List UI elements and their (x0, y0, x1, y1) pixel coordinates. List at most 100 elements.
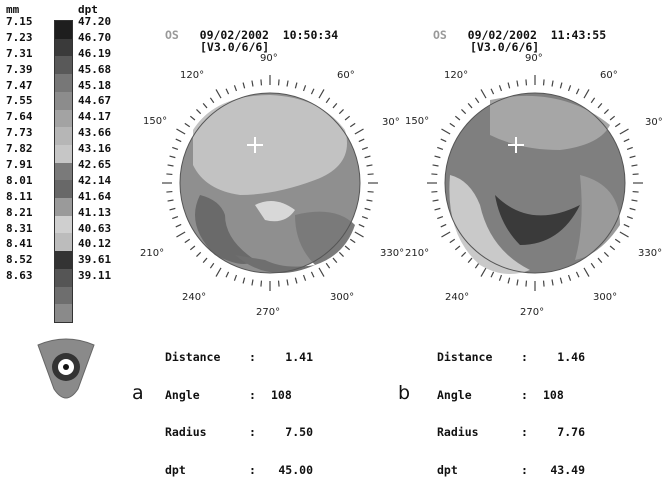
tick-mark (490, 88, 495, 95)
dpt-scale-value: 46.19 (78, 46, 112, 60)
tick-mark (490, 271, 495, 278)
tick-mark (361, 215, 368, 220)
tick-mark (364, 207, 371, 211)
tick-mark (242, 277, 246, 284)
dpt-scale-value: 41.64 (78, 189, 112, 203)
scale-color-band (55, 180, 72, 199)
scale-color-band (55, 56, 72, 75)
dpt-scale-value: 41.13 (78, 205, 112, 219)
tick-mark (632, 190, 639, 193)
tick-mark (302, 274, 307, 281)
tick-mark (364, 155, 371, 159)
tick-mark (310, 271, 315, 278)
angle-label: 30° (382, 117, 400, 128)
tick-mark (454, 245, 461, 251)
tick-mark (202, 102, 208, 109)
tick-mark (166, 190, 173, 193)
mm-scale-value: 7.47 (6, 78, 33, 92)
angle-label: 60° (337, 70, 355, 81)
tick-mark (474, 97, 480, 104)
tick-mark (461, 251, 467, 257)
angle-label: 270° (256, 307, 281, 318)
eye-position-icon (37, 338, 95, 399)
tick-mark (242, 82, 246, 89)
scale-color-band (55, 233, 72, 252)
tick-mark (189, 245, 196, 251)
tick-mark (184, 238, 191, 244)
tick-mark (583, 89, 590, 99)
map-a-header: OS 09/02/2002 10:50:34 (165, 28, 338, 42)
tick-mark (597, 257, 603, 264)
tick-mark (366, 164, 373, 167)
tick-mark (358, 138, 365, 143)
tick-mark (302, 85, 307, 92)
tick-mark (432, 164, 439, 167)
angle-label: 120° (180, 70, 205, 81)
dpt-scale-value: 43.16 (78, 142, 112, 156)
tick-mark (233, 85, 238, 92)
tick-mark (277, 79, 280, 86)
angle-label: 270° (520, 307, 545, 318)
corneal-map-b (427, 75, 643, 291)
angle-label: 90° (260, 53, 278, 64)
map-b-readout: Distance:1.46 Angle:108 Radius:7.76 dpt:… (437, 326, 591, 489)
scale-color-band (55, 198, 72, 216)
tick-mark (480, 89, 487, 99)
tick-mark (516, 279, 519, 286)
tick-mark (575, 88, 580, 95)
mm-scale-value: 8.41 (6, 237, 33, 251)
mm-scale-value: 8.63 (6, 269, 33, 283)
tick-mark (225, 88, 230, 95)
tick-mark (480, 267, 487, 277)
tick-mark (344, 115, 351, 121)
tick-mark (498, 274, 503, 281)
scale-color-band (55, 109, 72, 128)
tick-mark (498, 85, 503, 92)
mm-scale-value: 7.82 (6, 142, 33, 156)
tick-mark (603, 109, 609, 115)
tick-mark (367, 190, 374, 193)
readout-value: 45.00 (278, 462, 313, 477)
readout-label: dpt (437, 462, 458, 477)
tick-mark (619, 231, 629, 238)
mm-scale-value: 7.55 (6, 94, 33, 108)
eye-label: OS (165, 28, 179, 42)
tick-mark (260, 79, 263, 86)
mm-scale: 7.15 7.23 7.31 7.39 7.47 7.55 7.64 7.73 7.82 7.91… (6, 14, 33, 284)
mm-scale-value: 8.21 (6, 205, 33, 219)
angle-label: 150° (405, 116, 430, 127)
dpt-scale: 47.20 46.70 46.19 45.68 45.18 44.67 44.17 43.66… (78, 14, 111, 284)
tick-mark (361, 146, 368, 151)
tick-mark (318, 89, 325, 99)
tick-mark (590, 97, 596, 104)
dpt-scale-value: 40.12 (78, 237, 112, 251)
mm-scale-value: 7.73 (6, 126, 33, 140)
tick-mark (542, 79, 545, 86)
dpt-scale-value: 43.66 (78, 126, 112, 140)
dpt-scale-value: 39.61 (78, 253, 112, 267)
tick-mark (251, 279, 254, 286)
tick-mark (619, 128, 629, 135)
tick-mark (629, 207, 636, 211)
angle-label: 120° (444, 70, 469, 81)
scale-color-band (55, 38, 72, 57)
tick-mark (209, 97, 215, 104)
tick-mark (431, 190, 438, 193)
readout-value: 108 (543, 387, 564, 402)
tick-mark (449, 122, 456, 128)
angle-label: 30° (645, 117, 663, 128)
dpt-scale-value: 39.11 (78, 269, 112, 283)
angle-label: 300° (330, 292, 355, 303)
tick-mark (172, 146, 179, 151)
map-a-version: [V3.0/6/6] (200, 40, 270, 54)
tick-mark (196, 251, 202, 257)
corneal-map-a (162, 75, 378, 291)
scale-color-band (55, 162, 72, 181)
dpt-scale-value: 42.14 (78, 173, 112, 187)
mm-scale-value: 7.39 (6, 62, 33, 76)
tick-mark (166, 173, 173, 176)
mm-scale-value: 7.15 (6, 15, 33, 28)
color-scale-bar (54, 20, 73, 323)
tick-mark (358, 223, 365, 228)
scale-color-band (55, 91, 72, 110)
